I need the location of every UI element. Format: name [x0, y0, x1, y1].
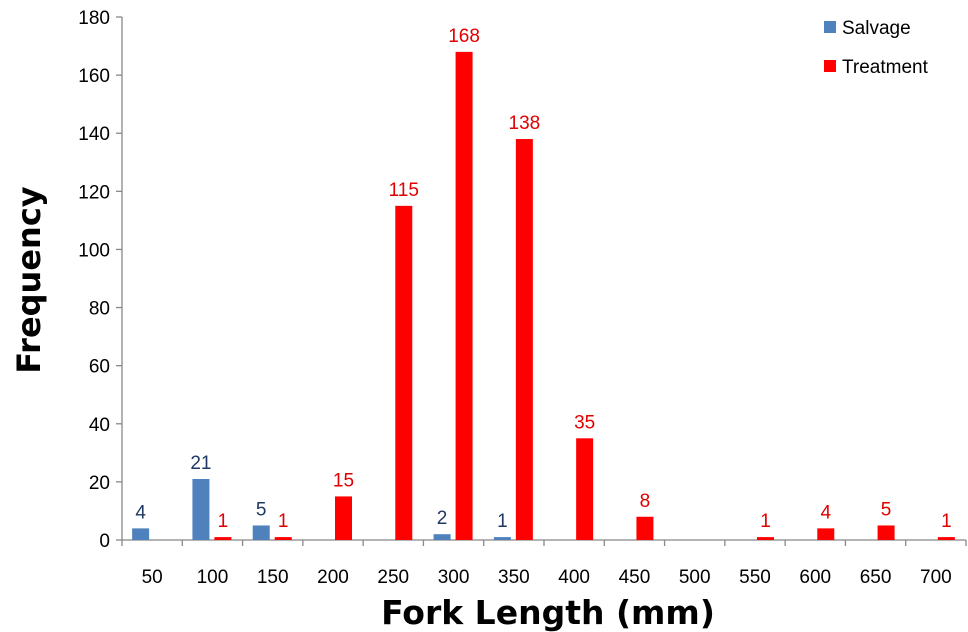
data-label-salvage-300: 2 — [437, 508, 448, 529]
bar-treatment-300 — [455, 51, 473, 540]
bar-salvage-150 — [252, 525, 270, 540]
bar-treatment-100 — [214, 537, 232, 540]
bar-treatment-450 — [636, 516, 654, 540]
tick-labels-layer: 0 20 40 60 80 100 120 140 160 180 50 100 150 200 250 30… — [78, 8, 951, 588]
y-tick-label: 120 — [78, 182, 110, 203]
data-label-treatment-550: 1 — [760, 511, 771, 532]
x-tick-label: 450 — [619, 567, 651, 588]
bar-treatment-150 — [274, 537, 292, 540]
x-axis-title: Fork Length (mm) — [381, 593, 715, 632]
x-tick-label: 200 — [317, 567, 349, 588]
x-tick-label: 600 — [799, 567, 831, 588]
y-tick-label: 40 — [89, 415, 110, 436]
x-tick-label: 650 — [860, 567, 892, 588]
x-tick-label: 550 — [739, 567, 771, 588]
data-label-salvage-100: 21 — [190, 453, 211, 474]
x-tick-label: 350 — [498, 567, 530, 588]
y-tick-label: 80 — [89, 299, 110, 320]
bar-treatment-650 — [877, 525, 895, 540]
data-label-treatment-650: 5 — [881, 499, 892, 520]
bar-salvage-350 — [493, 537, 511, 540]
bar-treatment-550 — [757, 537, 774, 540]
data-label-treatment-200: 15 — [333, 470, 354, 491]
data-label-treatment-600: 4 — [820, 502, 831, 523]
legend-swatch-treatment — [824, 60, 836, 72]
x-tick-label: 500 — [679, 567, 711, 588]
bar-salvage-100 — [192, 478, 210, 540]
x-tick-label: 400 — [558, 567, 590, 588]
x-tick-label: 50 — [142, 567, 163, 588]
y-tick-label: 60 — [89, 357, 110, 378]
bar-salvage-300 — [433, 534, 451, 540]
y-tick-label: 180 — [78, 8, 110, 29]
data-label-treatment-150: 1 — [278, 511, 289, 532]
data-label-salvage-350: 1 — [497, 511, 508, 532]
bar-salvage-50 — [132, 528, 150, 540]
data-label-treatment-700: 1 — [941, 511, 952, 532]
bar-treatment-350 — [515, 139, 533, 541]
legend-label-treatment: Treatment — [842, 57, 929, 78]
data-label-salvage-50: 4 — [135, 502, 146, 523]
bar-treatment-250 — [395, 205, 413, 540]
data-label-salvage-150: 5 — [256, 499, 267, 520]
y-tick-label: 20 — [89, 473, 110, 494]
data-label-treatment-250: 115 — [389, 180, 419, 201]
y-tick-label: 160 — [78, 66, 110, 87]
x-tick-label: 250 — [377, 567, 409, 588]
axes — [116, 16, 967, 546]
legend-label-salvage: Salvage — [842, 18, 911, 39]
y-tick-label: 0 — [99, 531, 110, 552]
legend-swatch-salvage — [824, 21, 836, 33]
data-label-treatment-100: 1 — [218, 511, 229, 532]
bar-treatment-200 — [335, 496, 352, 540]
x-tick-label: 700 — [920, 567, 952, 588]
data-label-treatment-450: 8 — [640, 491, 651, 512]
y-tick-label: 140 — [78, 124, 110, 145]
data-label-treatment-300: 168 — [448, 26, 480, 47]
legend: Salvage Treatment — [824, 18, 929, 78]
x-tick-label: 100 — [197, 567, 229, 588]
data-label-treatment-350: 138 — [509, 113, 541, 134]
data-label-treatment-400: 35 — [574, 412, 595, 433]
y-tick-label: 100 — [78, 240, 110, 261]
bars-layer — [132, 51, 955, 541]
x-tick-label: 150 — [257, 567, 289, 588]
bar-treatment-600 — [817, 528, 835, 540]
x-tick-label: 300 — [438, 567, 470, 588]
bar-treatment-400 — [576, 438, 594, 540]
bar-treatment-700 — [937, 537, 955, 540]
y-axis-title: Frequency — [10, 186, 48, 373]
